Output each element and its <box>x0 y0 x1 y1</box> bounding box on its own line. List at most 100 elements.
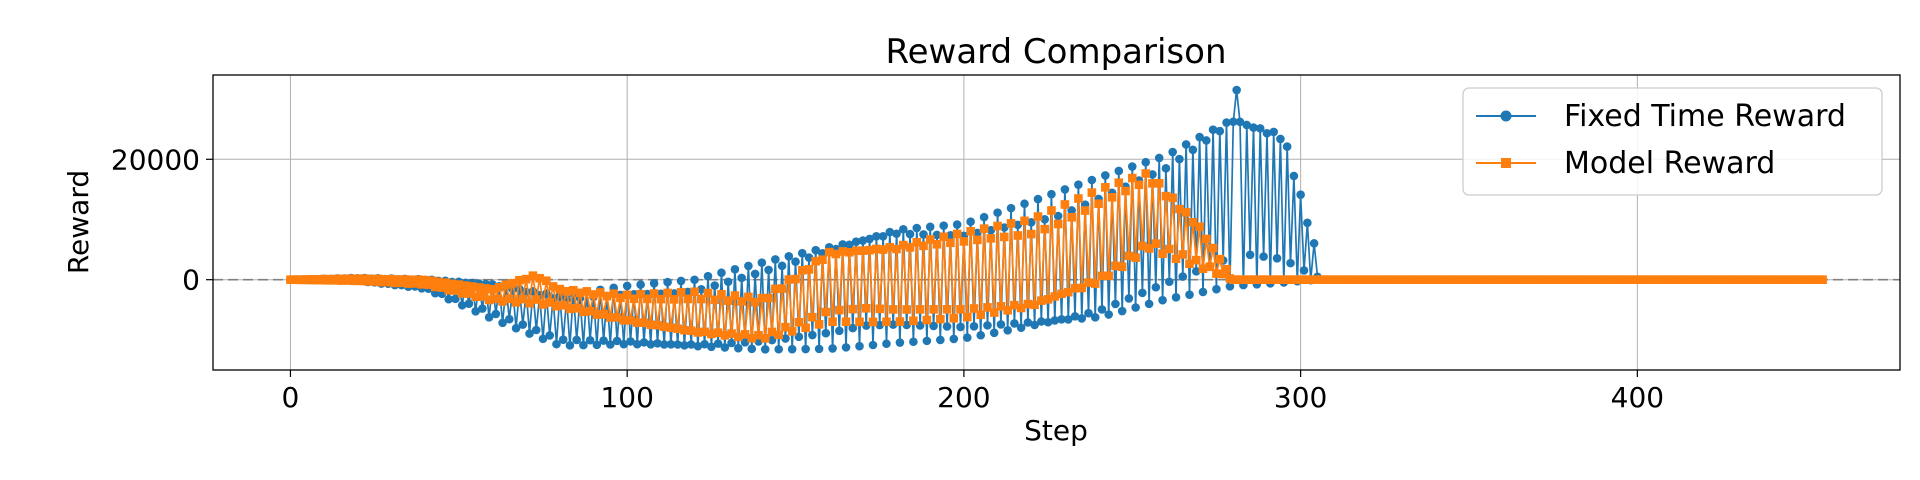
data-point <box>1010 319 1019 328</box>
data-point <box>1161 191 1171 201</box>
data-point <box>989 308 999 317</box>
data-point <box>632 318 642 327</box>
data-point <box>430 282 440 292</box>
data-point <box>1185 290 1194 299</box>
data-point <box>1215 126 1225 136</box>
data-point <box>996 302 1006 311</box>
data-point <box>912 237 922 247</box>
data-point <box>414 275 423 284</box>
data-point <box>1060 200 1070 209</box>
data-point <box>1185 259 1194 269</box>
data-point <box>983 321 992 330</box>
data-point <box>1037 317 1046 326</box>
data-point <box>1094 199 1103 209</box>
data-point <box>1114 166 1124 176</box>
data-point <box>707 329 716 339</box>
data-point <box>821 328 831 338</box>
data-point <box>979 212 989 222</box>
data-point <box>1198 264 1208 274</box>
data-point <box>986 234 996 243</box>
data-point <box>845 248 854 257</box>
data-point <box>538 300 548 309</box>
data-point <box>552 301 561 311</box>
data-point <box>925 222 935 232</box>
data-point <box>1084 308 1093 318</box>
data-point <box>1117 262 1127 272</box>
data-point <box>767 335 777 345</box>
data-point <box>1282 142 1292 151</box>
data-point <box>562 286 571 296</box>
data-point <box>464 299 474 309</box>
data-point <box>572 335 581 345</box>
data-point <box>919 241 928 251</box>
data-point <box>888 305 898 314</box>
data-point <box>838 240 847 249</box>
data-point <box>1127 173 1137 183</box>
data-point <box>599 336 608 345</box>
data-point <box>932 230 942 240</box>
data-point <box>632 339 642 349</box>
data-point <box>740 330 750 339</box>
data-point <box>993 221 1002 231</box>
data-point <box>622 290 632 300</box>
data-point <box>616 293 625 303</box>
data-point <box>558 335 568 344</box>
data-point <box>1070 311 1080 321</box>
legend-marker-fixed <box>1500 110 1512 122</box>
data-point <box>683 287 693 297</box>
data-point <box>703 288 713 298</box>
data-point <box>942 322 952 331</box>
data-point <box>949 313 959 323</box>
data-point <box>952 229 962 239</box>
data-point <box>1023 318 1033 327</box>
data-point <box>717 268 726 278</box>
data-point <box>478 292 487 301</box>
data-point <box>737 297 746 306</box>
data-point <box>1165 244 1174 254</box>
data-point <box>1003 325 1012 335</box>
data-point <box>973 235 982 245</box>
data-point <box>848 304 858 314</box>
legend-item-model-reward: Model Reward <box>1476 146 1775 181</box>
data-point <box>693 328 703 337</box>
data-point <box>441 278 450 287</box>
data-point <box>821 307 831 317</box>
data-point <box>1043 317 1053 327</box>
data-point <box>1030 300 1039 310</box>
data-point <box>1127 162 1137 171</box>
data-point <box>1151 239 1161 248</box>
data-point <box>1057 314 1066 324</box>
data-point <box>1175 204 1184 214</box>
data-point <box>585 335 595 345</box>
data-point <box>1114 178 1124 187</box>
data-point <box>693 341 703 351</box>
data-point <box>690 275 699 285</box>
data-point <box>966 217 975 227</box>
data-point <box>592 310 602 319</box>
data-point <box>747 344 757 354</box>
data-point <box>1138 241 1147 251</box>
data-point <box>902 305 911 314</box>
data-point <box>659 340 669 349</box>
data-point <box>1255 124 1265 133</box>
data-point <box>612 336 622 346</box>
data-point <box>643 294 652 304</box>
data-point <box>949 334 959 344</box>
data-point <box>801 344 810 354</box>
data-point <box>505 314 514 324</box>
data-point <box>858 236 868 245</box>
data-point <box>1090 279 1100 288</box>
x-tick-label: 100 <box>600 381 653 414</box>
data-point <box>1296 190 1305 199</box>
data-point <box>1060 185 1070 194</box>
data-point <box>1134 180 1144 190</box>
data-point <box>797 266 807 275</box>
data-point <box>1158 249 1167 258</box>
data-point <box>848 323 858 333</box>
plot-frame <box>212 74 1901 371</box>
data-point <box>555 284 565 294</box>
data-point <box>461 281 470 290</box>
data-point <box>1218 269 1228 279</box>
data-point <box>851 237 861 246</box>
